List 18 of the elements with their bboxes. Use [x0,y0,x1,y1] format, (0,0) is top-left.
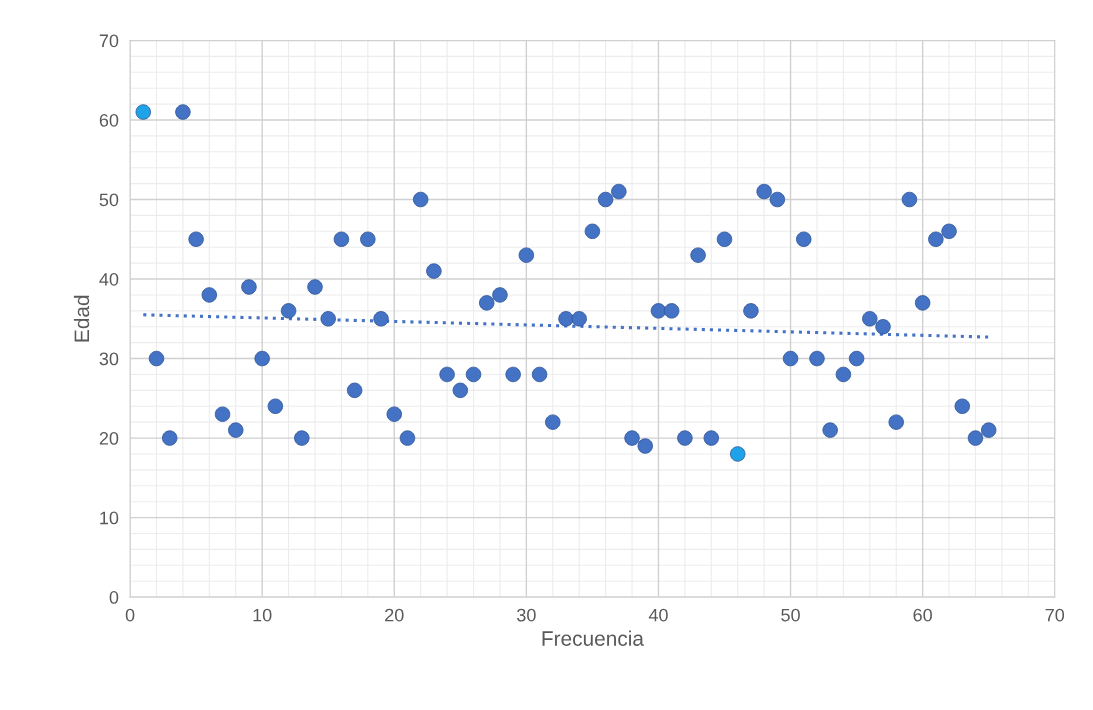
y-tick-label: 40 [99,272,119,286]
y-tick-label: 70 [99,34,119,48]
y-axis-title: Edad [73,295,90,342]
x-tick-label: 60 [913,608,932,622]
x-axis-title: Frecuencia [542,630,644,646]
x-tick-label: 20 [385,608,404,622]
y-tick-label: 20 [99,432,119,445]
y-tick-label: 10 [100,511,119,525]
x-tick-label: 10 [253,608,272,622]
y-tick-label: 0 [109,591,119,604]
x-tick-label: 30 [517,608,536,622]
y-tick-label: 30 [99,352,119,366]
x-tick-label: 50 [781,608,800,622]
x-tick-label: 40 [648,608,668,622]
y-tick-label: 60 [99,113,119,127]
y-tick-label: 50 [99,193,119,207]
x-tick-label: 0 [125,608,135,622]
x-tick-label: 70 [1045,608,1065,622]
